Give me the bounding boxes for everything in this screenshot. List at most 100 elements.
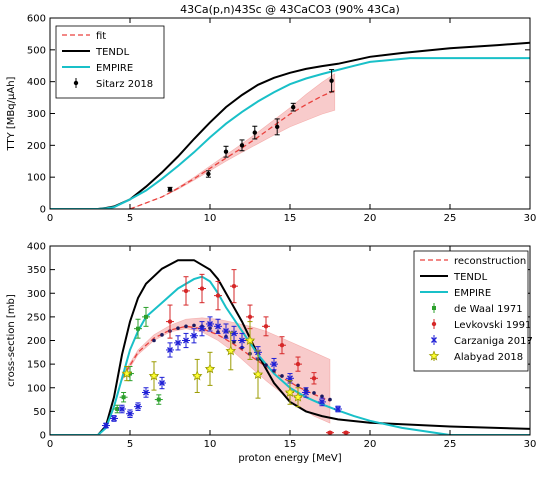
data-point-sitarz-2018	[239, 143, 245, 148]
x-tick-label: 10	[204, 213, 217, 224]
y-tick-label: 50	[33, 407, 46, 418]
data-point-alabyad-2018	[284, 386, 296, 397]
y-tick-label: 400	[27, 77, 46, 88]
x-tick-label: 20	[364, 439, 377, 450]
data-point-de-waal-1971	[121, 395, 126, 400]
x-tick-label: 20	[364, 213, 377, 224]
tty-panel: 0 5 10 15 20 25 30010020030040050060043Ca(p,n)…	[6, 3, 536, 224]
x-tick-label: 15	[284, 439, 297, 450]
y-tick-label: 0	[40, 431, 46, 442]
data-point-carzaniga-2017	[127, 410, 133, 417]
y-tick-label: 300	[27, 109, 46, 120]
data-point-de-waal-1971	[115, 407, 120, 412]
legend-label: Carzaniga 2017	[454, 336, 533, 347]
data-point-carzaniga-2017	[135, 403, 141, 410]
data-point-carzaniga-2017	[159, 380, 165, 387]
series-line-reconstruction	[121, 325, 331, 402]
data-point-levkovski-1991	[215, 293, 221, 298]
data-point-sitarz-2018	[275, 124, 280, 130]
data-point-carzaniga-2017	[191, 332, 197, 339]
x-tick-label: 5	[127, 439, 133, 450]
data-point-carzaniga-2017	[103, 422, 109, 429]
data-point-sitarz-2018	[167, 187, 173, 192]
dotted-point	[264, 363, 268, 367]
data-point-alabyad-2018	[121, 368, 133, 379]
x-tick-label: 30	[524, 213, 537, 224]
data-point-carzaniga-2017	[223, 328, 229, 335]
y-axis-label: TTY [MBq/μAh]	[6, 76, 17, 151]
x-tick-label: 0	[47, 213, 53, 224]
data-point-carzaniga-2017	[183, 337, 189, 344]
data-point-sitarz-2018	[223, 149, 229, 154]
legend-box	[413, 250, 529, 372]
y-tick-label: 500	[27, 45, 46, 56]
dotted-point	[320, 394, 324, 399]
uncertainty-band	[129, 73, 336, 209]
dotted-point	[192, 323, 196, 328]
data-point-sitarz-2018	[252, 130, 257, 135]
data-point-carzaniga-2017	[199, 325, 205, 332]
legend-swatch	[73, 80, 79, 86]
y-tick-label: 100	[27, 383, 46, 394]
legend-label: de Waal 1971	[454, 304, 523, 315]
data-point-levkovski-1991	[279, 343, 285, 348]
data-point-alabyad-2018	[225, 345, 237, 356]
x-tick-label: 15	[284, 213, 297, 224]
chart-title: 43Ca(p,n)43Sc @ 43CaCO3 (90% 43Ca)	[180, 3, 400, 16]
data-point-levkovski-1991	[231, 283, 237, 289]
data-point-levkovski-1991	[167, 319, 173, 324]
legend-label: Sitarz 2018	[96, 79, 153, 90]
legend-label: Alabyad 2018	[454, 352, 523, 363]
data-point-de-waal-1971	[156, 397, 161, 402]
data-point-levkovski-1991	[183, 288, 189, 294]
data-point-carzaniga-2017	[287, 375, 293, 382]
series-line-tendl	[50, 259, 530, 435]
data-point-alabyad-2018	[244, 334, 256, 345]
data-point-carzaniga-2017	[111, 415, 117, 422]
data-point-levkovski-1991	[247, 314, 253, 320]
series-line-empire	[50, 275, 530, 435]
data-point-carzaniga-2017	[319, 398, 325, 405]
data-point-carzaniga-2017	[119, 406, 125, 413]
data-point-alabyad-2018	[148, 370, 160, 381]
y-axis-label: cross-section [mb]	[6, 294, 17, 387]
cross-section-panel: 0 5 10 15 20 25 30050100150200250300350400prot…	[6, 242, 536, 465]
data-point-de-waal-1971	[136, 326, 140, 331]
dotted-point	[176, 326, 180, 331]
y-tick-label: 200	[27, 336, 46, 347]
data-point-alabyad-2018	[191, 370, 203, 381]
x-tick-label: 10	[204, 439, 217, 450]
y-tick-label: 150	[27, 360, 46, 371]
y-tick-label: 250	[27, 312, 46, 323]
data-point-levkovski-1991	[199, 286, 205, 291]
data-point-sitarz-2018	[329, 78, 334, 83]
data-point-levkovski-1991	[311, 376, 317, 381]
legend-label: reconstruction	[454, 256, 526, 267]
data-point-carzaniga-2017	[239, 337, 245, 344]
legend-swatch	[431, 337, 437, 343]
data-point-carzaniga-2017	[207, 320, 213, 327]
y-tick-label: 0	[40, 205, 46, 216]
legend-label: Levkovski 1991	[454, 320, 531, 331]
data-point-alabyad-2018	[204, 363, 216, 374]
y-tick-label: 350	[27, 265, 46, 276]
data-point-carzaniga-2017	[143, 389, 149, 396]
data-point-carzaniga-2017	[335, 406, 341, 413]
y-tick-label: 300	[27, 289, 46, 300]
x-tick-label: 30	[524, 439, 537, 450]
data-point-sitarz-2018	[206, 171, 211, 177]
data-point-carzaniga-2017	[303, 389, 309, 396]
x-axis-label: proton energy [MeV]	[238, 453, 341, 464]
data-point-levkovski-1991	[343, 430, 349, 435]
x-tick-label: 5	[127, 213, 133, 224]
data-point-sitarz-2018	[291, 104, 296, 110]
legend-label: TENDL	[453, 272, 488, 283]
legend-swatch	[428, 350, 440, 361]
dotted-point	[296, 383, 300, 388]
y-tick-label: 400	[27, 242, 46, 253]
data-point-carzaniga-2017	[271, 361, 277, 368]
legend-swatch	[431, 321, 437, 327]
dotted-point	[160, 333, 164, 337]
